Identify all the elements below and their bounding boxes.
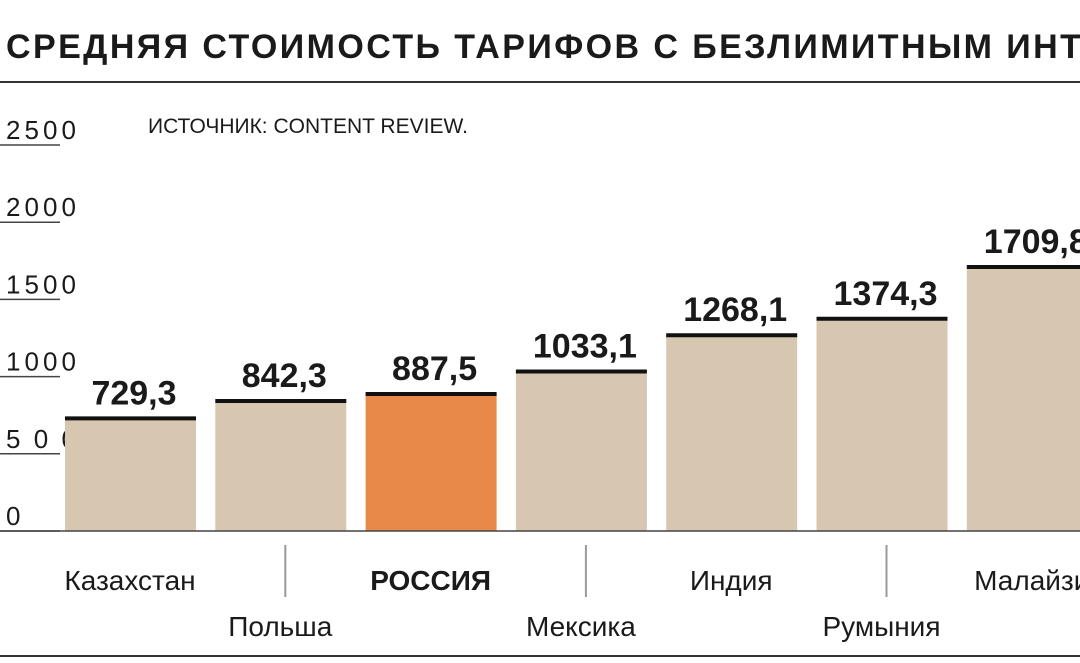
y-tick-label: 500: [6, 424, 76, 454]
x-tick-label: Мексика: [526, 611, 636, 642]
bar: [365, 393, 497, 531]
bar: [816, 318, 948, 531]
source-note: ИСТОЧНИК: CONTENT REVIEW.: [148, 115, 468, 138]
value-label: 842,3: [242, 357, 327, 395]
value-label: 729,3: [91, 374, 176, 412]
y-tick-label: 2000: [6, 192, 76, 222]
y-tick-label: 0: [6, 501, 20, 531]
value-label: 1268,1: [683, 291, 787, 329]
bar: [215, 400, 347, 531]
x-tick-label: Индия: [690, 565, 773, 596]
value-label: 1709,8: [984, 223, 1080, 261]
value-label: 1033,1: [533, 327, 637, 365]
x-tick-label: Малайзи: [974, 565, 1080, 596]
x-tick-label: Румыния: [822, 611, 940, 642]
bar: [966, 267, 1080, 531]
y-tick-label: 1000: [6, 347, 76, 377]
bar: [666, 335, 798, 531]
bar: [65, 418, 196, 531]
y-tick-label: 2500: [6, 115, 76, 145]
x-tick-label: Казахстан: [64, 565, 195, 596]
bar: [515, 371, 647, 531]
x-tick-label: Польша: [228, 611, 332, 642]
value-label: 887,5: [392, 350, 477, 388]
y-tick-label: 1500: [6, 269, 76, 299]
x-tick-label: РОССИЯ: [370, 565, 491, 596]
value-label: 1374,3: [834, 275, 938, 313]
chart-title: СРЕДНЯЯ СТОИМОСТЬ ТАРИФОВ С БЕЗЛИМИТНЫМ …: [6, 28, 1080, 66]
